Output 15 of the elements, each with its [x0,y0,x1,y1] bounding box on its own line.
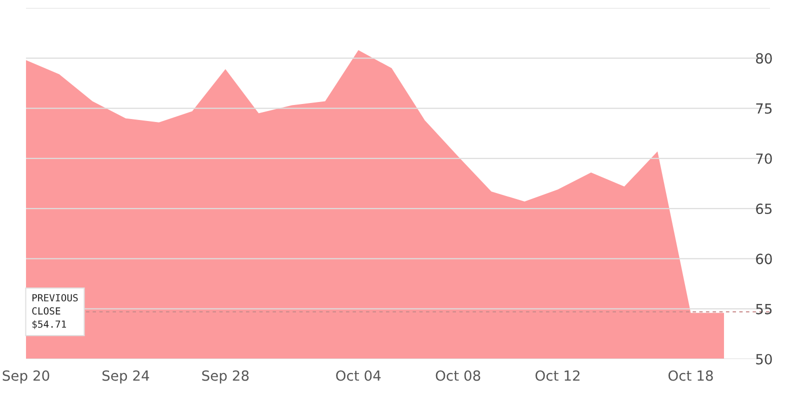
y-tick-label: 60 [756,254,772,264]
y-tick-label: 55 [756,304,772,314]
x-tick-label: Oct 08 [436,370,480,381]
y-tick-label: 80 [756,53,772,64]
x-tick-label: Sep 24 [102,370,150,384]
x-tick-label: Oct 12 [536,370,580,381]
y-tick-label: 65 [756,204,772,214]
x-tick-label: Sep 20 [2,370,50,384]
y-tick-label: 75 [756,103,772,114]
x-tick-label: Oct 18 [668,370,713,381]
x-tick-label: Sep 28 [202,370,249,384]
y-tick-label: 70 [756,153,772,164]
x-tick-label: Oct 04 [336,370,381,381]
ref-line-label: PREVIOUS CLOSE $54.71 [32,294,78,330]
y-tick-label: 50 [756,354,772,364]
